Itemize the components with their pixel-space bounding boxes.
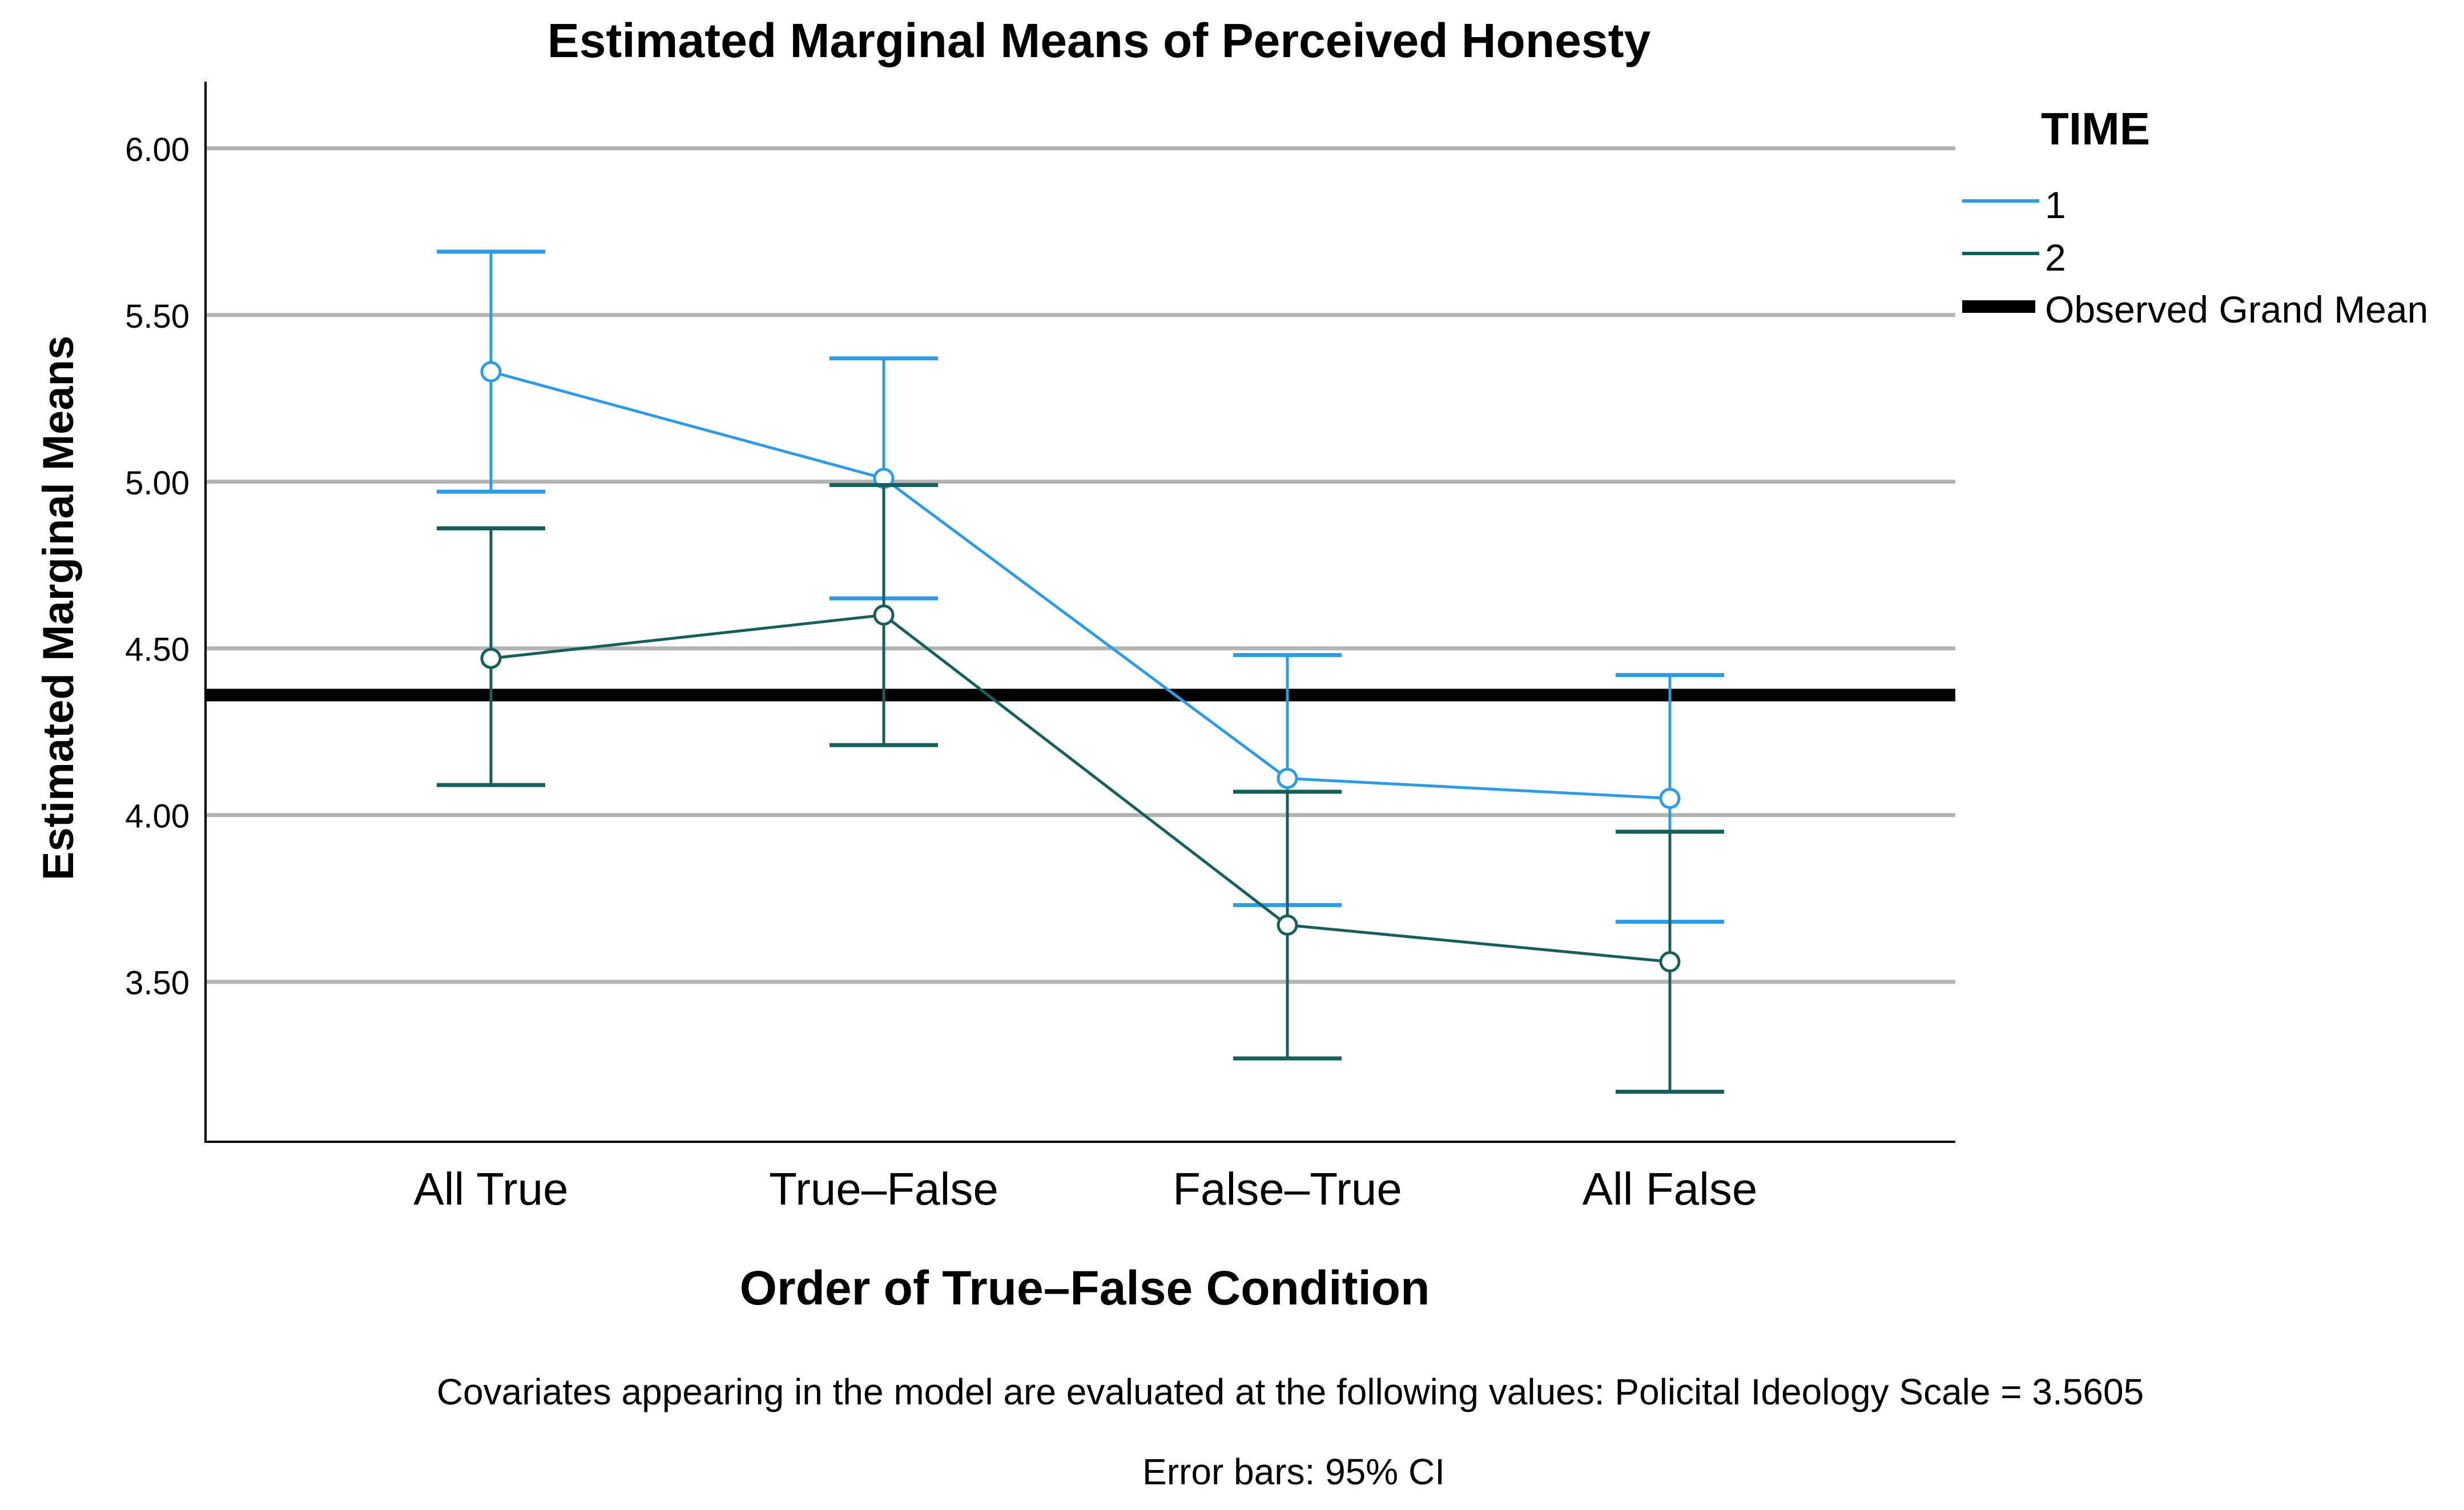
- data-point-time-1: [1659, 788, 1681, 810]
- footnote-error-bars: Error bars: 95% CI: [1142, 1451, 1445, 1492]
- data-point-time-1: [1277, 767, 1298, 789]
- series-time-2: [437, 483, 1724, 1094]
- legend-label-grand-mean: Observed Grand Mean: [2045, 288, 2428, 331]
- x-tick-label: True–False: [769, 1163, 999, 1214]
- x-tick-label: False–True: [1173, 1163, 1402, 1214]
- series-time-1: [437, 249, 1724, 924]
- x-tick-labels: All True True–False False–True All False: [413, 1163, 1757, 1214]
- chart-title: Estimated Marginal Means of Perceived Ho…: [547, 14, 1651, 67]
- x-axis-label: Order of True–False Condition: [740, 1261, 1430, 1315]
- grid-lines: [206, 146, 1955, 984]
- data-point-time-2: [480, 647, 502, 669]
- y-tick-label: 3.50: [125, 965, 190, 1002]
- y-tick-label: 6.00: [125, 131, 190, 168]
- y-tick-label: 4.00: [125, 798, 190, 835]
- series-line-time-2: [490, 613, 1670, 964]
- legend-title: TIME: [2041, 103, 2150, 154]
- legend: TIME 1 2 Observed Grand Mean: [1962, 103, 2428, 331]
- data-point-time-2: [873, 604, 895, 626]
- data-point-time-2: [1277, 914, 1298, 936]
- y-tick-label: 5.50: [125, 298, 190, 335]
- y-tick-label: 5.00: [125, 465, 190, 502]
- data-point-time-2: [1659, 951, 1681, 973]
- legend-label-time-1: 1: [2045, 184, 2066, 226]
- y-tick-labels: 3.50 4.00 4.50 5.00 5.50 6.00: [125, 131, 190, 1002]
- x-tick-label: All False: [1583, 1163, 1758, 1214]
- footnote-covariates: Covariates appearing in the model are ev…: [437, 1371, 2144, 1412]
- y-axis-label: Estimated Marginal Means: [34, 336, 83, 881]
- x-tick-label: All True: [413, 1163, 568, 1214]
- series-line-time-1: [490, 370, 1670, 800]
- data-point-time-1: [480, 361, 502, 382]
- y-tick-label: 4.50: [125, 631, 190, 669]
- legend-label-time-2: 2: [2045, 236, 2066, 279]
- series-layer: [437, 249, 1724, 1094]
